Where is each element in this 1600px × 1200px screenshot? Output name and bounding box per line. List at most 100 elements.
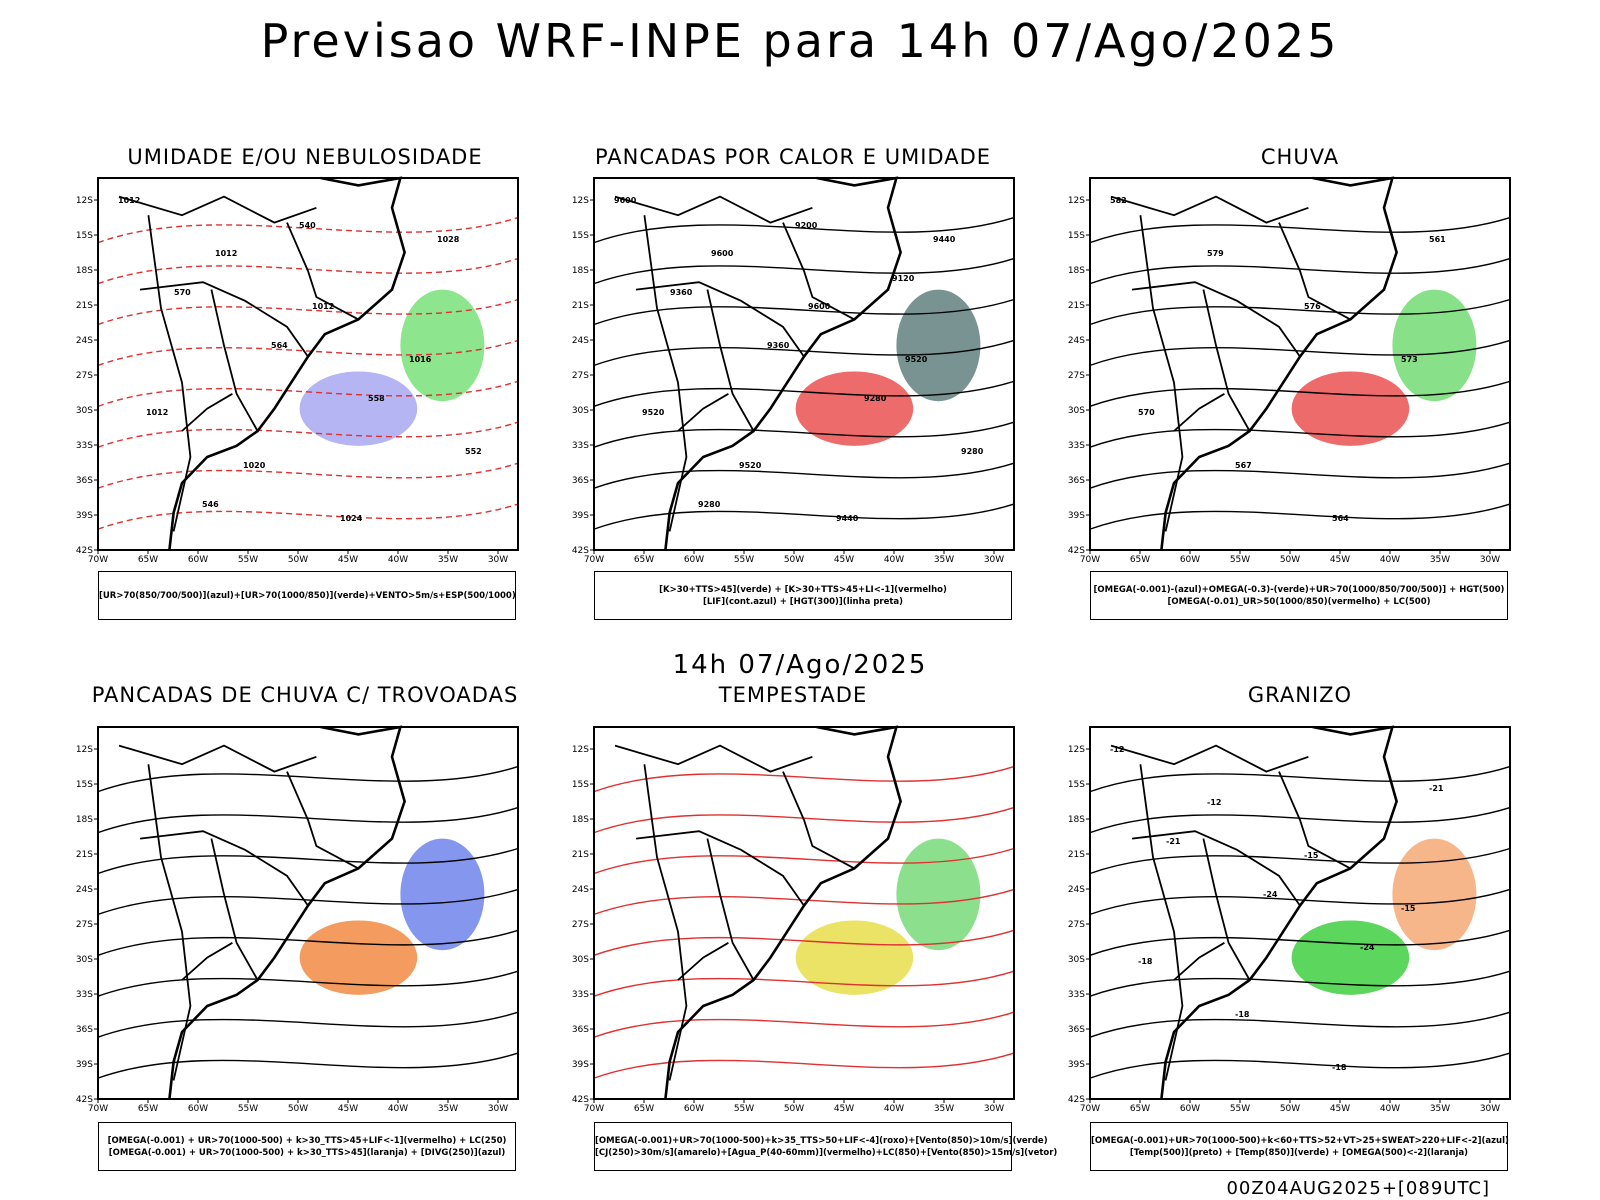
shaded-area: [896, 838, 981, 951]
lon-label: 35W: [438, 555, 458, 565]
contour-label: 9600: [711, 249, 734, 258]
lat-label: 15S: [76, 780, 93, 790]
lat-label: 15S: [1068, 780, 1085, 790]
lon-label: 60W: [684, 555, 704, 565]
isoline: [1089, 970, 1511, 997]
legend-line: [Temp(500)](preto) + [Temp(850)](verde) …: [1129, 1147, 1469, 1158]
lat-label: 27S: [1068, 920, 1085, 930]
shaded-area: [299, 920, 418, 995]
lon-label: 55W: [1230, 1104, 1250, 1114]
lat-label: 42S: [76, 546, 93, 556]
state-border: [118, 744, 317, 773]
lon-label: 40W: [388, 555, 408, 565]
lon-label: 65W: [1130, 555, 1150, 565]
map-frame: [97, 177, 519, 551]
lon-label: 70W: [1080, 1104, 1100, 1114]
state-border: [782, 222, 855, 321]
legend-trovoadas: [OMEGA(-0.001) + UR>70(1000-500) + k>30_…: [98, 1122, 516, 1171]
isoline: [593, 339, 1015, 367]
lon-label: 55W: [238, 1104, 258, 1114]
state-border: [1173, 393, 1225, 432]
contour-label: 9120: [892, 274, 915, 283]
contour-label: 579: [1207, 249, 1224, 258]
contour-label: 567: [1235, 461, 1252, 470]
isoline: [1089, 1052, 1511, 1079]
lat-label: 15S: [572, 231, 589, 241]
map-frame: [97, 726, 519, 1100]
state-border: [286, 771, 359, 870]
lon-label: 45W: [1330, 1104, 1350, 1114]
lat-label: 33S: [1068, 441, 1085, 451]
legend-line: [CJ(250)>30m/s](amarelo)+[Agua_P(40-60mm…: [595, 1147, 1058, 1158]
run-info: 00Z04AUG2025+[089UTC]: [1226, 1178, 1490, 1199]
isoline: [97, 806, 519, 834]
lat-label: 24S: [1068, 885, 1085, 895]
contour-label: 552: [465, 447, 482, 456]
lat-label: 21S: [76, 301, 93, 311]
lat-label: 33S: [572, 990, 589, 1000]
lon-label: 40W: [884, 1104, 904, 1114]
isoline: [97, 339, 519, 367]
isoline: [97, 1052, 519, 1079]
contour-label: 582: [1110, 196, 1127, 205]
shaded-area: [896, 289, 981, 402]
contour-label: 576: [1304, 302, 1321, 311]
lat-label: 33S: [572, 441, 589, 451]
contour-label: 9600: [614, 196, 637, 205]
isoline: [1089, 503, 1511, 530]
isoline: [593, 421, 1015, 448]
lat-label: 39S: [572, 511, 589, 521]
map-panel-2: 9600 9600 9600 9520 9520 9520 9440 9440 9360 9360…: [572, 176, 1015, 565]
lat-label: 39S: [572, 1060, 589, 1070]
lon-label: 65W: [634, 555, 654, 565]
isoline: [97, 503, 519, 530]
contour-label: -15: [1304, 851, 1319, 860]
isoline: [593, 298, 1015, 326]
lon-label: 70W: [584, 1104, 604, 1114]
contour-label: -12: [1207, 798, 1221, 807]
isoline: [593, 765, 1015, 793]
lon-label: 35W: [934, 555, 954, 565]
isoline: [97, 462, 519, 489]
lon-label: 50W: [1280, 555, 1300, 565]
contour-label: -18: [1138, 957, 1153, 966]
state-border: [139, 830, 309, 907]
isoline: [1089, 929, 1511, 956]
contour-label: -24: [1263, 890, 1278, 899]
isoline: [97, 421, 519, 448]
coastline: [664, 725, 902, 1100]
legend-tempestade: [OMEGA(-0.001)+UR>70(1000-500)+k>35_TTS>…: [594, 1122, 1058, 1171]
lat-label: 33S: [76, 441, 93, 451]
lat-label: 12S: [1068, 196, 1085, 206]
state-border: [147, 764, 192, 1081]
contour-label: 546: [202, 500, 219, 509]
isoline: [97, 298, 519, 326]
isoline: [97, 929, 519, 956]
lat-label: 21S: [572, 301, 589, 311]
lon-label: 45W: [834, 555, 854, 565]
shaded-area: [1291, 920, 1410, 995]
panel-title-chuva: CHUVA: [1260, 145, 1340, 169]
legend-line: [OMEGA(-0.001)+UR>70(1000-500)+k>35_TTS>…: [595, 1135, 1048, 1146]
state-border: [118, 195, 317, 224]
map-panel-6: -12 -12 -15 -15 -18 -18 -18 -21 -21 -24 -24 12S 15S 1…: [1068, 725, 1511, 1114]
lat-label: 18S: [1068, 815, 1085, 825]
lat-label: 30S: [572, 955, 589, 965]
lon-label: 50W: [784, 1104, 804, 1114]
contour-label: 1012: [312, 302, 334, 311]
state-border: [635, 830, 805, 907]
panel-title-trovoadas: PANCADAS DE CHUVA C/ TROVOADAS: [91, 683, 519, 707]
map-frame: [593, 177, 1015, 551]
lat-label: 18S: [76, 815, 93, 825]
lon-label: 55W: [734, 1104, 754, 1114]
isoline: [1089, 765, 1511, 793]
lon-label: 60W: [188, 555, 208, 565]
state-border: [1278, 222, 1351, 321]
lon-label: 45W: [1330, 555, 1350, 565]
state-border: [147, 215, 192, 532]
lon-label: 70W: [584, 555, 604, 565]
isoline: [97, 1011, 519, 1038]
lon-label: 55W: [238, 555, 258, 565]
isoline: [1089, 421, 1511, 448]
state-border: [677, 942, 729, 981]
